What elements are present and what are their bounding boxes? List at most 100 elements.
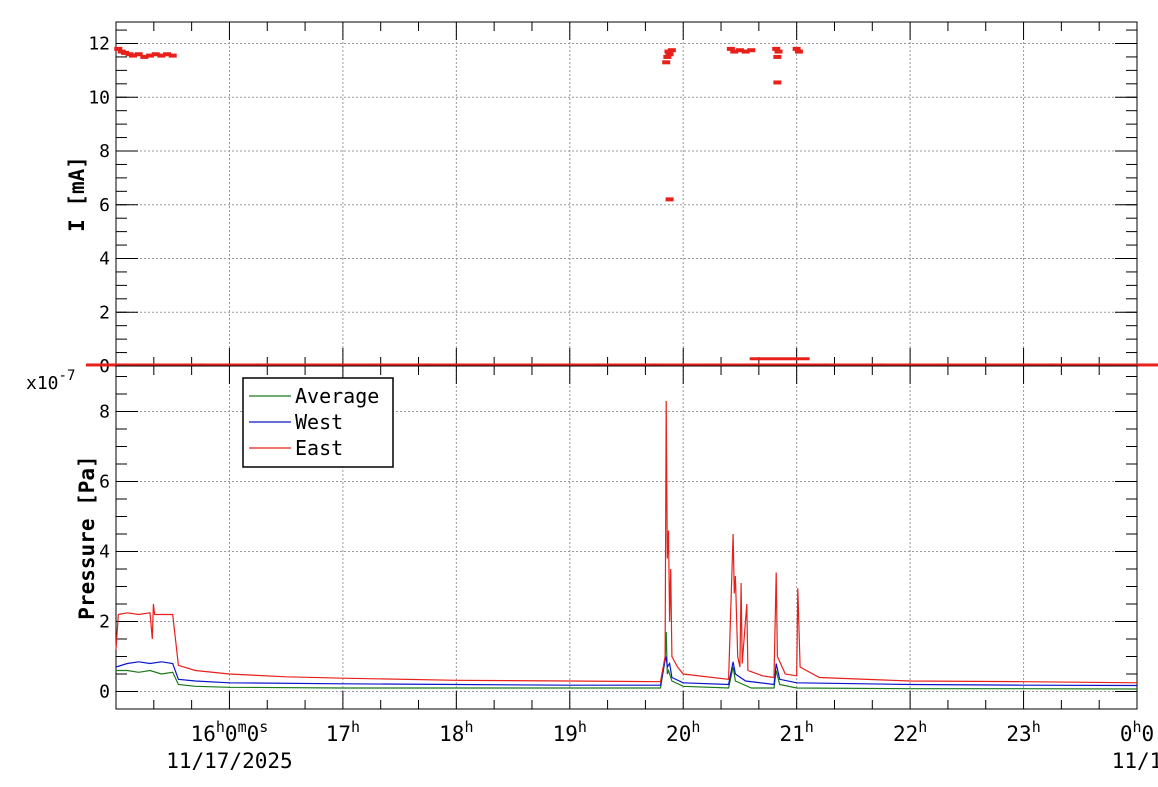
time-tick-hour: 0: [1120, 722, 1133, 746]
current-point: [773, 54, 782, 59]
current-point: [726, 46, 735, 51]
current-point: [483, 363, 544, 367]
current-point: [665, 197, 674, 202]
current-point: [140, 54, 149, 59]
time-tick-hour: 22: [893, 722, 918, 746]
time-tick-hour-sup: h: [216, 718, 225, 736]
legend-label-east: East: [295, 436, 343, 460]
pressure-frame: [115, 365, 1138, 710]
pressure-panel: 0 2 4 6 8 Pressure [Pa] x10-7: [26, 365, 1138, 710]
time-tick-label: 21h: [780, 718, 814, 746]
current-ytick-label: 0: [99, 356, 110, 377]
time-tick-hour: 21: [780, 722, 805, 746]
time-tick-hour: 16: [191, 722, 216, 746]
time-tick-min: 0: [1142, 722, 1155, 746]
current-ytick-label: 8: [99, 141, 110, 162]
time-tick-sec: 0: [247, 722, 260, 746]
time-tick-hour-sup: h: [578, 718, 587, 736]
current-point: [142, 363, 203, 367]
current-point: [730, 49, 739, 54]
legend-label-west: West: [295, 410, 343, 434]
time-tick-hour-sup: h: [918, 718, 927, 736]
current-point: [1050, 363, 1111, 367]
current-point: [663, 54, 672, 59]
time-tick-hour: 18: [439, 722, 464, 746]
current-ytick-label: 12: [88, 34, 110, 55]
time-tick-min: 0: [225, 722, 238, 746]
current-point: [823, 363, 884, 367]
time-axis: 16h0m0s 17h 18h 19h 20h 21h 22h 23h 0h011/17/202…: [166, 718, 1158, 773]
pressure-ytick-label: 4: [99, 542, 110, 563]
current-panel: 0 2 4 6 8 10 12 I [mA]: [65, 21, 1158, 377]
current-point: [596, 363, 657, 367]
current-ytick-label: 10: [88, 87, 110, 108]
time-tick-label: 0h0: [1120, 718, 1154, 746]
current-series: [86, 46, 1158, 367]
pressure-exponent: x10-7: [26, 368, 75, 394]
current-ylabel: I [mA]: [65, 156, 89, 232]
current-point: [1107, 363, 1158, 367]
date-label: 11/1: [1112, 749, 1158, 773]
current-point: [146, 53, 155, 58]
current-point: [794, 49, 803, 54]
pressure-exponent-power: -7: [59, 368, 76, 384]
current-ytick-label: 2: [99, 302, 110, 323]
current-point: [426, 363, 487, 367]
time-tick-hour-sup: h: [805, 718, 814, 736]
time-tick-hour-sup: h: [691, 718, 700, 736]
current-point: [134, 52, 143, 57]
time-tick-sec-sup: s: [259, 718, 268, 736]
current-point: [199, 363, 260, 367]
current-point: [772, 46, 781, 51]
current-point: [114, 46, 123, 51]
current-point: [792, 46, 801, 51]
pressure-series-east: [115, 400, 1138, 684]
pressure-series-west: [115, 656, 1138, 687]
time-tick-hour: 23: [1006, 722, 1031, 746]
time-tick-hour: 20: [666, 722, 691, 746]
date-label: 11/17/2025: [166, 749, 292, 773]
current-point: [168, 53, 177, 58]
current-point: [662, 60, 671, 65]
current-point: [86, 363, 146, 367]
current-point: [667, 48, 676, 53]
time-tick-hour-sup: h: [351, 718, 360, 736]
time-tick-hour-sup: h: [464, 718, 473, 736]
time-tick-hour: 19: [553, 722, 578, 746]
time-tick-min-sup: m: [238, 718, 247, 736]
current-point: [129, 53, 138, 58]
pressure-ytick-label: 0: [99, 682, 110, 703]
current-point: [312, 363, 373, 367]
time-tick-label: 20h: [666, 718, 700, 746]
current-point: [256, 363, 317, 367]
current-point: [539, 363, 600, 367]
current-point: [665, 52, 674, 57]
time-tick-hour-sup: h: [1132, 718, 1141, 736]
time-tick-hour: 17: [326, 722, 351, 746]
current-point: [653, 363, 714, 367]
time-tick-hour-sup: h: [1032, 718, 1041, 736]
pressure-series-average: [116, 631, 1138, 690]
time-tick-label: 16h0m0s: [191, 718, 269, 746]
current-point: [993, 363, 1054, 367]
current-point: [709, 363, 770, 367]
current-point: [163, 52, 172, 57]
legend-label-average: Average: [295, 384, 379, 408]
current-point: [774, 49, 783, 54]
current-point: [773, 80, 782, 85]
current-point: [936, 363, 997, 367]
pressure-ytick-label: 6: [99, 472, 110, 493]
current-point: [151, 52, 160, 57]
current-point: [747, 48, 756, 53]
time-tick-label: 23h: [1006, 718, 1040, 746]
pressure-ytick-label: 2: [99, 612, 110, 633]
current-ytick-label: 4: [99, 249, 110, 270]
current-frame: [115, 21, 1138, 367]
current-point: [157, 53, 166, 58]
current-point: [880, 363, 941, 367]
time-tick-label: 22h: [893, 718, 927, 746]
current-point: [741, 49, 750, 54]
